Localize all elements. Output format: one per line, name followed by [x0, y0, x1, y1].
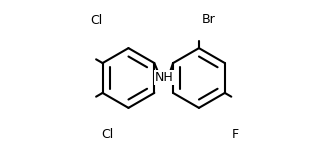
Text: Cl: Cl — [101, 128, 113, 141]
Text: NH: NH — [155, 71, 174, 84]
Text: Cl: Cl — [90, 14, 102, 27]
Text: F: F — [232, 128, 239, 141]
Text: Br: Br — [202, 13, 216, 26]
